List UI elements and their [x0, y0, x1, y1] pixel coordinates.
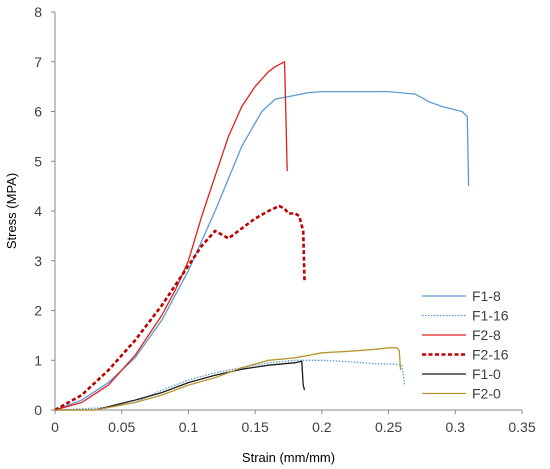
y-tick-label: 8 — [34, 4, 42, 20]
y-tick-label: 0 — [34, 402, 42, 418]
y-tick-label: 7 — [34, 54, 42, 70]
y-tick-label: 5 — [34, 153, 42, 169]
legend: F1-8 F1-16 F2-8 F2-16 F1-0 F2-0 — [422, 288, 509, 402]
series-layer — [54, 61, 470, 412]
series-line-f1-8 — [54, 90, 470, 411]
series-line-f1-0 — [55, 360, 306, 411]
x-tick-label: 0.15 — [242, 419, 269, 435]
legend-label: F2-16 — [472, 347, 509, 363]
x-tick-label: 0 — [51, 419, 59, 435]
x-tick-label: 0.2 — [312, 419, 332, 435]
series-line-f2-16 — [54, 204, 306, 412]
y-tick-label: 4 — [34, 203, 42, 219]
legend-label: F1-0 — [472, 366, 501, 382]
x-tick-label: 0.05 — [108, 419, 135, 435]
x-tick-label: 0.3 — [446, 419, 466, 435]
y-tick-label: 3 — [34, 253, 42, 269]
series-line-f1-16 — [54, 359, 406, 411]
y-tick-label: 1 — [34, 352, 42, 368]
legend-label: F1-16 — [472, 308, 509, 324]
y-tick-label: 6 — [34, 104, 42, 120]
x-tick-label: 0.1 — [179, 419, 199, 435]
legend-label: F2-0 — [472, 386, 501, 402]
x-axis-label: Strain (mm/mm) — [242, 450, 335, 465]
y-tick-label: 2 — [34, 303, 42, 319]
series-line-f2-0 — [55, 347, 402, 411]
y-axis-label: Stress (MPA) — [4, 173, 19, 249]
series-line-f2-8 — [54, 61, 288, 411]
x-tick-label: 0.35 — [508, 419, 535, 435]
legend-label: F2-8 — [472, 327, 501, 343]
axes: 0 0.05 0.1 0.15 0.2 0.25 0.3 0.35 0 1 2 3 4 5 6 7 8 — [34, 4, 536, 435]
x-tick-label: 0.25 — [375, 419, 402, 435]
legend-label: F1-8 — [472, 288, 501, 304]
